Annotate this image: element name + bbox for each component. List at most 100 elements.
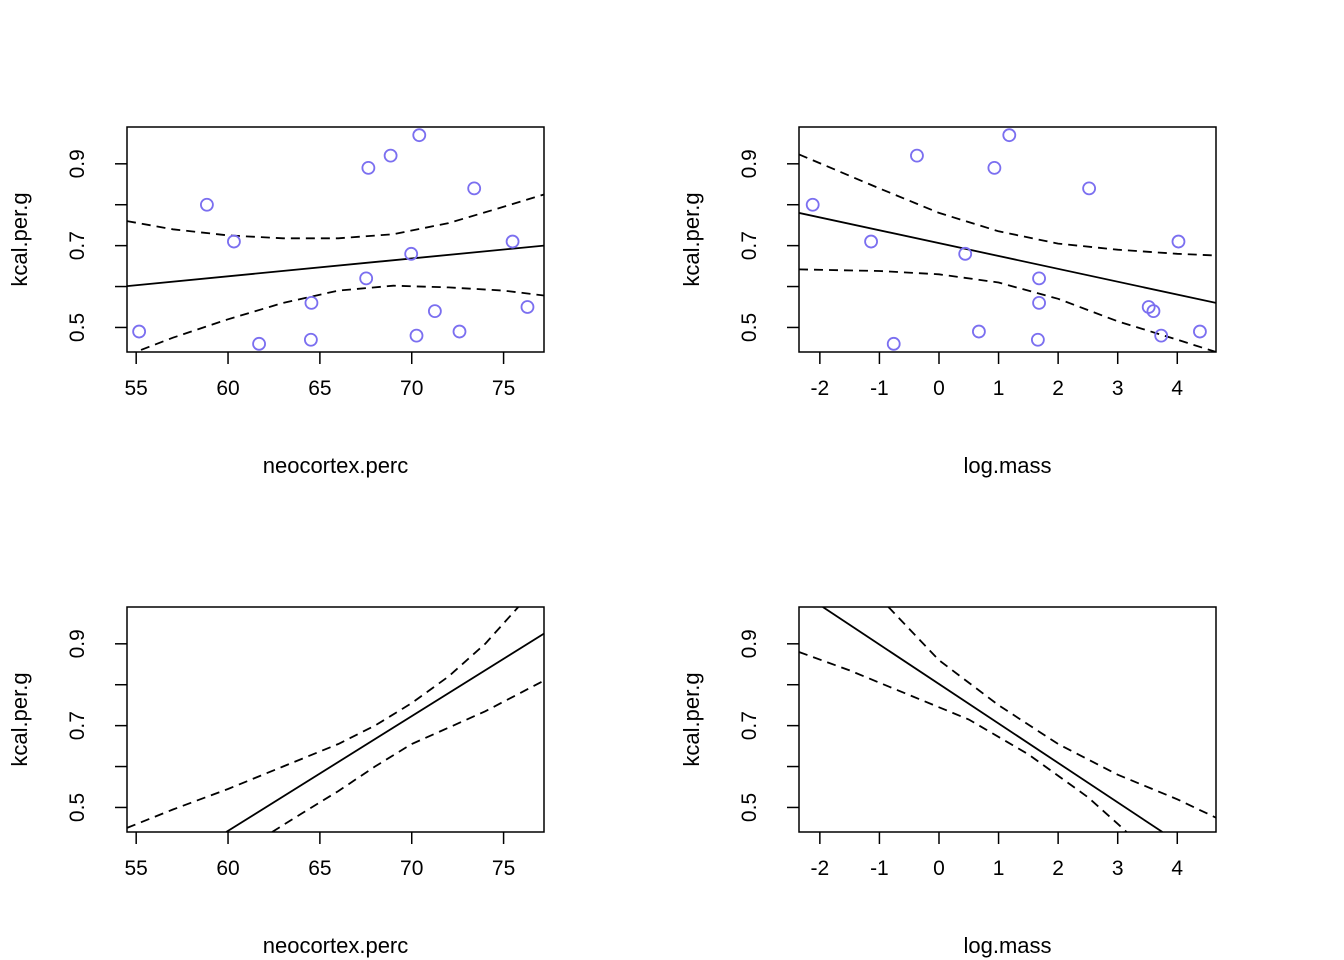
- plot-area: [799, 607, 1216, 832]
- plot-area: [127, 607, 544, 832]
- mean-regression-line: [225, 632, 544, 832]
- x-tick-label: -1: [870, 377, 889, 400]
- data-point: [505, 234, 520, 249]
- panel-2: -2 -1 0 1 2 3 4 0.5 0.7 0.9 log.mass kcal.per.g: [679, 126, 1217, 478]
- interval-lower-line: [133, 284, 544, 352]
- y-tick-label: 0.7: [738, 711, 761, 740]
- x-tick-label: 70: [400, 857, 423, 880]
- x-axis-title: log.mass: [963, 933, 1051, 958]
- data-point: [1193, 324, 1207, 339]
- x-tick-label: 60: [216, 377, 239, 400]
- y-tick-label: 0.9: [738, 629, 761, 658]
- x-tick-label: 65: [308, 857, 331, 880]
- data-point: [958, 246, 973, 261]
- data-point: [886, 336, 901, 351]
- x-tick-label: 2: [1052, 857, 1064, 880]
- data-point: [972, 324, 986, 339]
- y-axis-title: kcal.per.g: [7, 672, 32, 766]
- data-point: [1032, 271, 1046, 286]
- mean-regression-line: [822, 607, 1163, 832]
- data-point: [427, 304, 442, 318]
- data-point: [864, 234, 878, 249]
- x-tick-label: 2: [1052, 377, 1064, 400]
- plot-frame: [798, 126, 1217, 353]
- plot-frame: [126, 606, 545, 833]
- data-point: [359, 271, 374, 286]
- plot-frame: [126, 126, 545, 353]
- data-point: [1082, 181, 1097, 196]
- x-tick-label: -2: [811, 857, 830, 880]
- x-tick-label: 55: [125, 377, 148, 400]
- y-tick-label: 0.5: [738, 793, 761, 822]
- x-tick-label: -2: [811, 377, 830, 400]
- y-axis-title: kcal.per.g: [679, 672, 704, 766]
- data-point: [805, 197, 820, 212]
- x-tick-label: 4: [1171, 857, 1183, 880]
- interval-lower-line: [799, 651, 1128, 832]
- data-point: [132, 324, 147, 339]
- x-axis-title: log.mass: [963, 453, 1051, 478]
- data-point: [520, 300, 535, 314]
- data-point: [252, 336, 266, 351]
- y-tick-label: 0.9: [66, 629, 89, 658]
- x-tick-label: 1: [993, 377, 1005, 400]
- y-tick-label: 0.9: [738, 149, 761, 178]
- data-point: [412, 128, 427, 143]
- y-tick-label: 0.7: [66, 231, 89, 260]
- x-tick-label: 0: [933, 377, 945, 400]
- x-tick-label: 0: [933, 857, 945, 880]
- x-tick-label: 75: [492, 377, 515, 400]
- y-tick-label: 0.7: [738, 231, 761, 260]
- mean-regression-line: [127, 244, 544, 287]
- panel-4: -2 -1 0 1 2 3 4 0.5 0.7 0.9 log.mass kcal.per.g: [679, 606, 1217, 958]
- x-tick-label: 70: [400, 377, 423, 400]
- data-point: [467, 181, 482, 196]
- x-axis-title: neocortex.perc: [263, 453, 409, 478]
- y-tick-label: 0.9: [66, 149, 89, 178]
- plot-area: [799, 128, 1216, 352]
- x-tick-label: 4: [1171, 377, 1183, 400]
- data-point: [1154, 328, 1169, 343]
- data-point: [404, 246, 419, 261]
- panel-1: 55 60 65 70 75 0.5 0.7 0.9 neocortex.perc kcal.pe…: [7, 126, 545, 478]
- plot-frame: [798, 606, 1217, 833]
- x-axis-title: neocortex.perc: [263, 933, 409, 958]
- y-tick-label: 0.7: [66, 711, 89, 740]
- data-point: [1171, 234, 1186, 249]
- x-tick-label: 55: [125, 857, 148, 880]
- x-tick-label: 1: [993, 857, 1005, 880]
- data-point: [383, 148, 398, 163]
- interval-upper-line: [127, 607, 519, 829]
- interval-upper-line: [799, 153, 1216, 257]
- data-point: [987, 161, 1002, 175]
- data-point: [200, 197, 214, 212]
- data-point: [910, 148, 924, 163]
- data-point: [1032, 296, 1046, 310]
- mean-regression-line: [799, 212, 1216, 304]
- panel-3: 55 60 65 70 75 0.5 0.7 0.9 neocortex.perc kcal.pe…: [7, 606, 545, 958]
- interval-upper-line: [127, 193, 544, 240]
- x-tick-label: 3: [1112, 377, 1124, 400]
- y-axis-title: kcal.per.g: [7, 192, 32, 286]
- data-point: [361, 161, 376, 175]
- y-axis-title: kcal.per.g: [679, 192, 704, 286]
- x-tick-label: 65: [308, 377, 331, 400]
- x-tick-label: 60: [216, 857, 239, 880]
- data-point: [304, 296, 319, 310]
- x-tick-label: 75: [492, 857, 515, 880]
- data-point: [1002, 128, 1017, 143]
- data-point: [227, 234, 241, 249]
- data-point: [303, 332, 318, 347]
- plot-area: [127, 128, 544, 352]
- data-point: [409, 328, 424, 343]
- x-tick-label: 3: [1112, 857, 1124, 880]
- y-tick-label: 0.5: [738, 313, 761, 342]
- y-tick-label: 0.5: [66, 313, 89, 342]
- interval-lower-line: [271, 679, 544, 832]
- x-tick-label: -1: [870, 857, 889, 880]
- y-tick-label: 0.5: [66, 793, 89, 822]
- data-point: [452, 324, 467, 339]
- data-point: [1146, 304, 1161, 318]
